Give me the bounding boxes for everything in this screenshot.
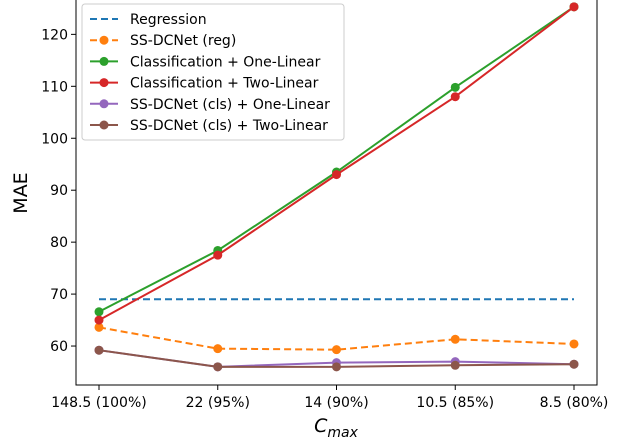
data-point (332, 362, 341, 372)
data-point (94, 315, 104, 325)
legend-label: Regression (130, 12, 207, 28)
x-tick-label: 8.5 (80%) (540, 395, 609, 411)
data-point (213, 250, 223, 260)
y-tick-label: 70 (50, 287, 68, 303)
x-tick-label: 22 (95%) (186, 395, 250, 411)
legend-label: SS-DCNet (reg) (130, 33, 236, 49)
y-tick-label: 120 (41, 27, 68, 43)
legend-entry-3: Classification + Two-Linear (90, 76, 319, 92)
legend: Regression SS-DCNet (reg) Classification +… (81, 3, 345, 141)
data-point (450, 360, 460, 370)
data-point (569, 359, 579, 369)
legend-swatch-marker (99, 120, 109, 130)
legend-label: SS-DCNet (cls) + Two-Linear (130, 118, 328, 134)
x-axis-label: Cmax (314, 415, 358, 441)
y-tick-label: 60 (50, 339, 68, 355)
legend-swatch-marker (99, 99, 109, 109)
data-point (450, 82, 460, 92)
legend-entry-2: Classification + One-Linear (90, 54, 321, 70)
legend-entry-1: SS-DCNet (reg) (90, 33, 236, 49)
legend-label: SS-DCNet (cls) + One-Linear (130, 97, 330, 113)
data-point (94, 345, 104, 355)
data-point (450, 92, 460, 102)
legend-label: Classification + Two-Linear (130, 76, 319, 92)
legend-label: Classification + One-Linear (130, 54, 321, 70)
data-point (213, 362, 223, 372)
y-tick-label: 110 (41, 79, 68, 95)
series-layer (94, 2, 579, 372)
ticks-layer: 60 70 80 90 100 110 120 148.5 (100%) 22 (95%) 14 … (41, 27, 608, 411)
data-point (94, 322, 104, 332)
data-point (94, 307, 104, 317)
data-point (569, 2, 579, 12)
x-tick-label: 148.5 (100%) (51, 395, 146, 411)
legend-swatch-marker (99, 35, 109, 45)
data-point (332, 345, 341, 355)
y-tick-label: 90 (50, 183, 68, 199)
legend-swatch-marker (99, 56, 109, 66)
legend-entry-4: SS-DCNet (cls) + One-Linear (90, 97, 330, 113)
series-5 (94, 345, 579, 372)
legend-entry-0: Regression (90, 12, 207, 28)
legend-entry-5: SS-DCNet (cls) + Two-Linear (90, 118, 328, 134)
y-axis-label: MAE (10, 172, 32, 213)
data-point (213, 344, 223, 354)
series-line (98, 326, 575, 351)
x-tick-label: 10.5 (85%) (416, 395, 494, 411)
data-point (450, 334, 460, 344)
data-point (332, 170, 341, 180)
data-point (569, 339, 579, 349)
legend-swatch-marker (99, 78, 109, 88)
series-3 (94, 2, 579, 325)
y-tick-label: 80 (50, 235, 68, 251)
x-axis-label-subscript: max (327, 425, 358, 441)
x-axis-label-main: C (314, 415, 328, 437)
series-1 (94, 322, 579, 355)
x-tick-label: 14 (90%) (304, 395, 368, 411)
y-tick-label: 100 (41, 131, 68, 147)
legend-box (81, 3, 345, 141)
